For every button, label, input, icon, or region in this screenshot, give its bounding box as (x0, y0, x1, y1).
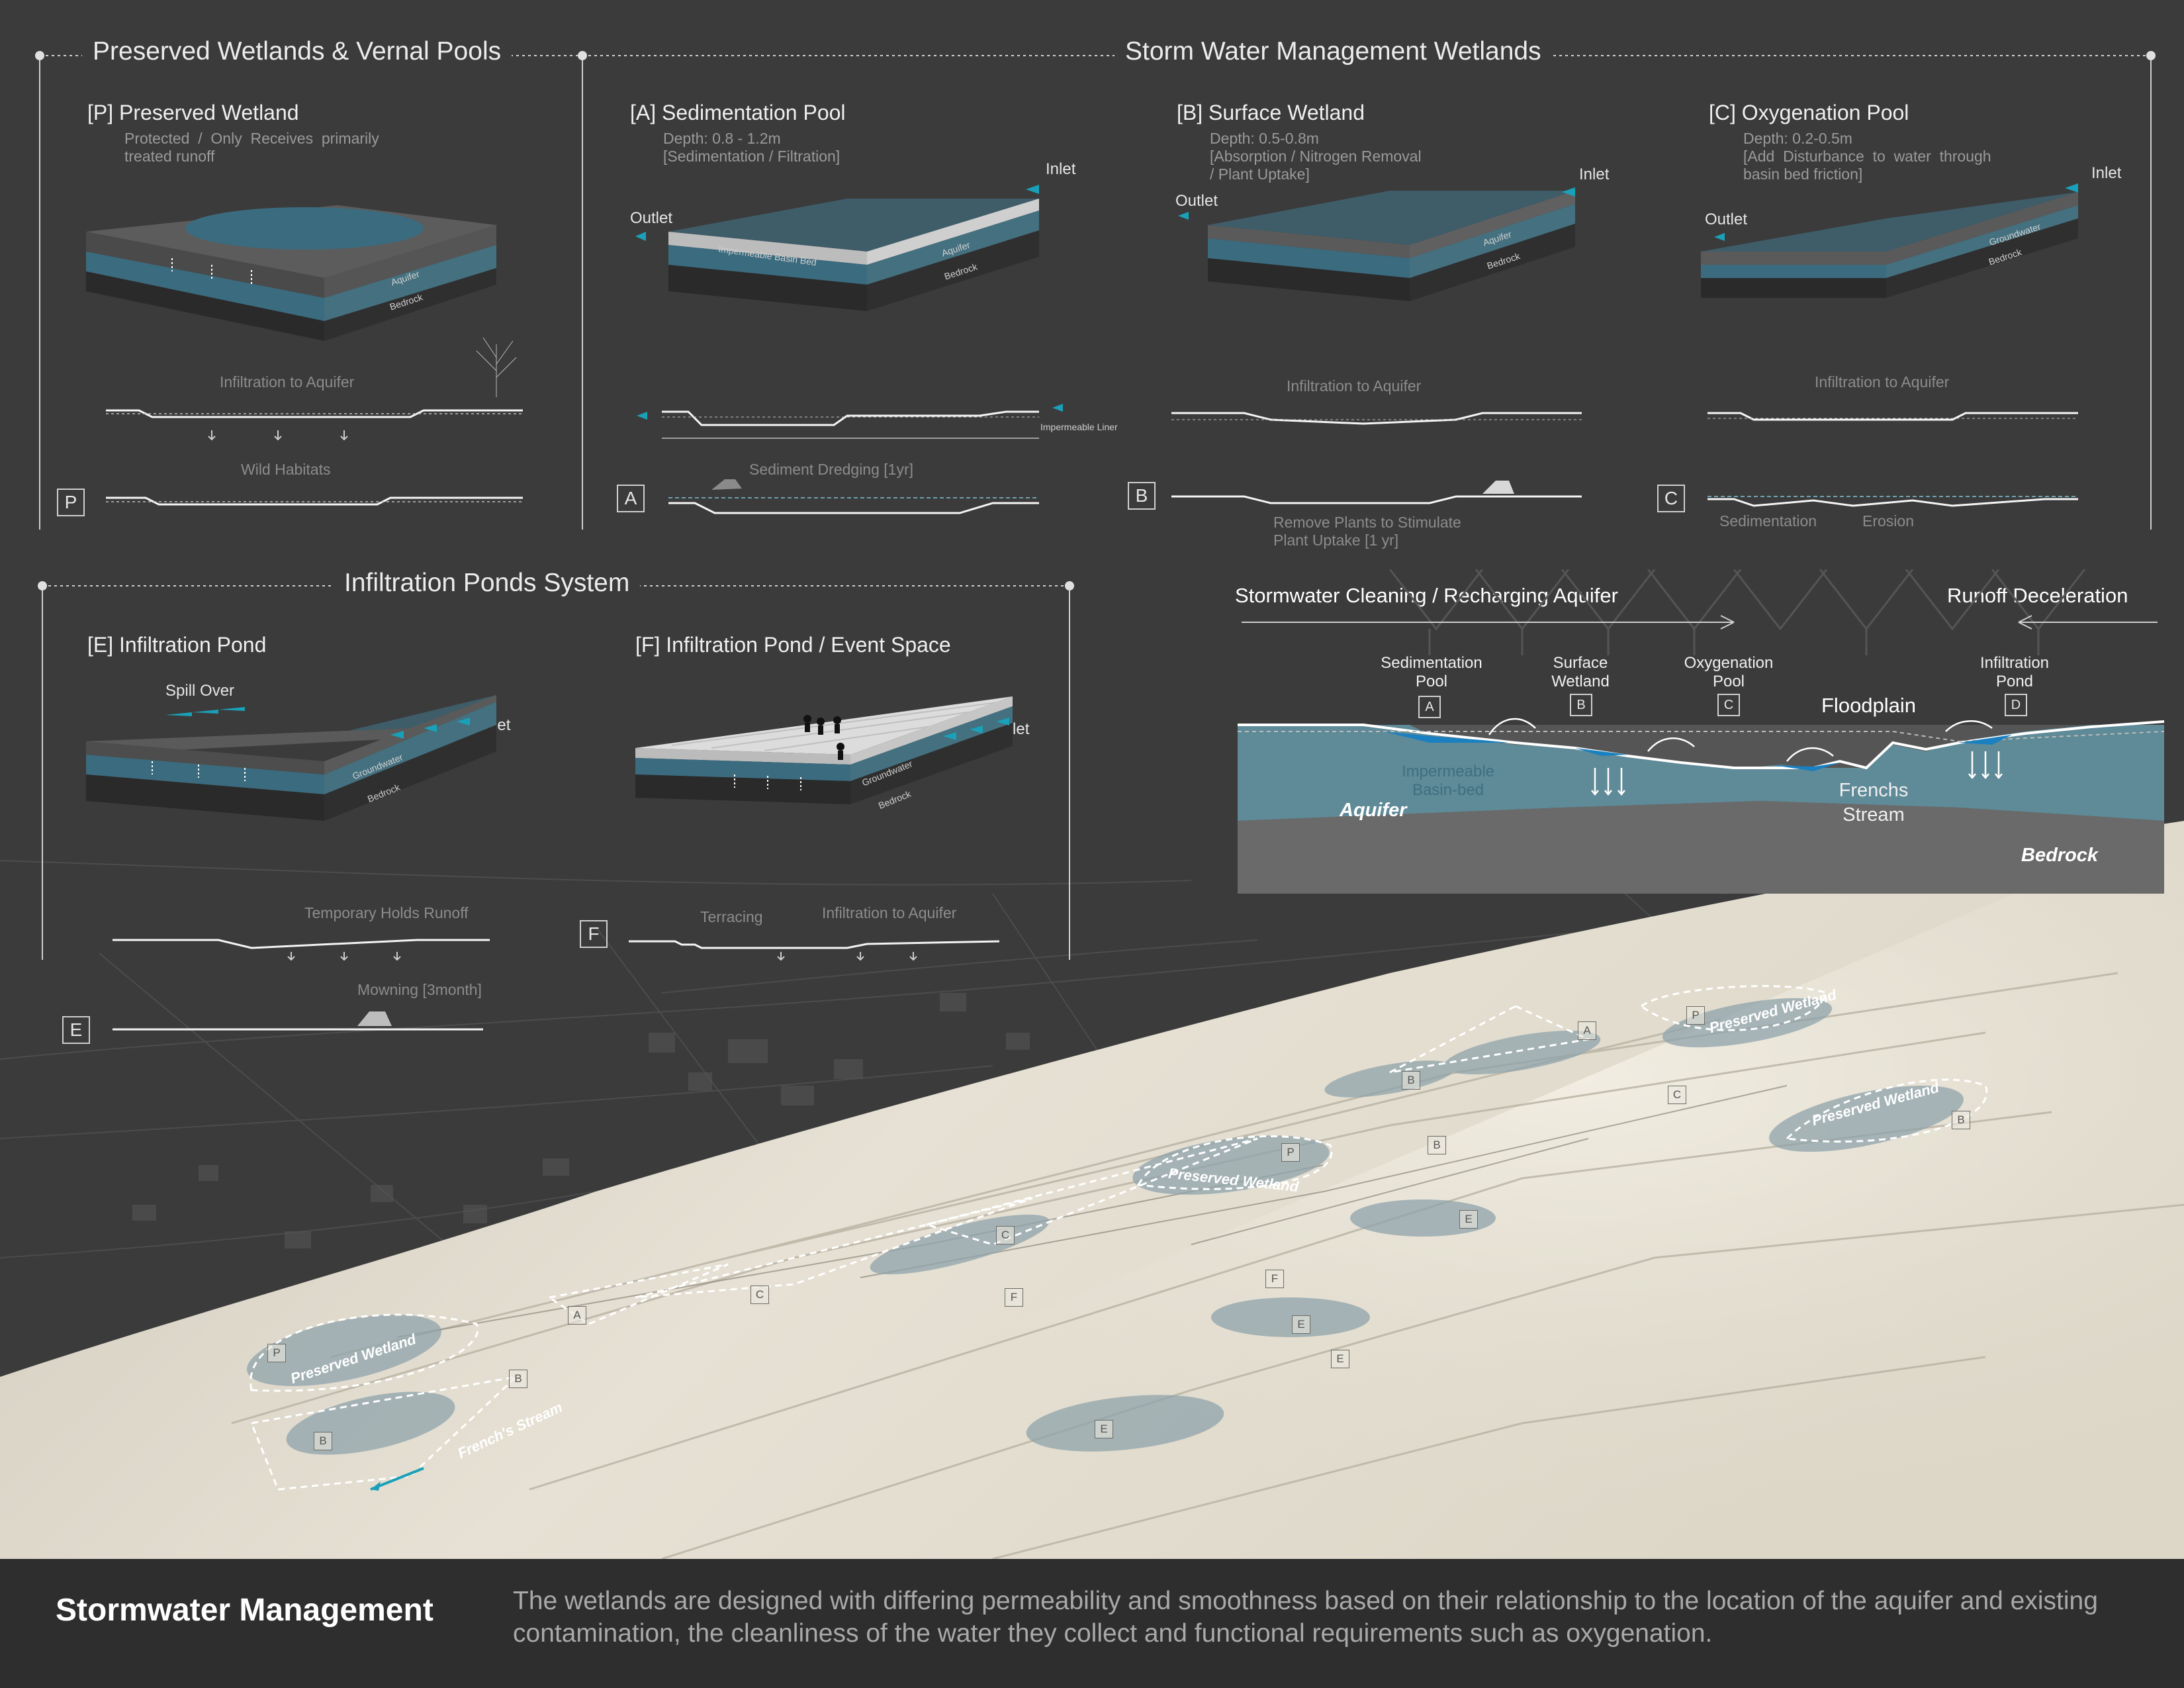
panel-a-sec2-label: Sediment Dredging [1yr] (749, 461, 914, 478)
panel-b-title: [B] Surface Wetland (1177, 101, 1365, 124)
panel-a-liner-label: Impermeable Liner (1040, 422, 1118, 432)
panel-e-block (86, 695, 496, 821)
panel-c-sec2a-label: Sedimentation (1719, 512, 1817, 530)
map-tag: C (1668, 1086, 1686, 1104)
panel-c-desc: Depth: 0.2-0.5m [Add Disturbance to wate… (1743, 130, 1991, 183)
panel-a-desc: Depth: 0.8 - 1.2m [Sedimentation / Filtr… (663, 130, 841, 165)
panel-c-sec2b-label: Erosion (1862, 512, 1914, 530)
panel-c-title: [C] Oxygenation Pool (1709, 101, 1909, 124)
panel-c-section-1 (1707, 412, 2078, 421)
panel-f-title: [F] Infiltration Pond / Event Space (635, 633, 951, 657)
panel-p-sec2-label: Wild Habitats (241, 461, 331, 478)
footer: Stormwater Management The wetlands are d… (0, 1559, 2184, 1688)
panel-f-sec1a-label: Terracing (700, 908, 763, 925)
xsection-label-oxygenation: Oxygenation Pool (1684, 654, 1774, 690)
wetland-outlines (250, 985, 1988, 1491)
xsection-tag-c: C (1717, 694, 1740, 716)
panel-p-block (86, 205, 496, 341)
map-tag: A (568, 1306, 586, 1325)
panel-b-block (1178, 187, 1575, 301)
panel-f-sec1b-label: Infiltration to Aquifer (822, 904, 957, 921)
panel-f-letter: F (580, 920, 608, 948)
map-tag: E (1331, 1350, 1349, 1368)
section-title-preserved: Preserved Wetlands & Vernal Pools (82, 37, 512, 66)
panel-p-title: [P] Preserved Wetland (87, 101, 299, 124)
map-tag: B (314, 1432, 332, 1450)
panel-c-inlet: Inlet (2091, 164, 2122, 182)
map-tag: P (1686, 1006, 1705, 1025)
map-tag: B (1428, 1136, 1446, 1154)
panel-b-outlet: Outlet (1175, 192, 1218, 210)
panel-p-desc: Protected / Only Receives primarily trea… (124, 130, 379, 165)
xsection-label-infiltration: Infiltration Pond (1979, 654, 2050, 690)
panel-e-title: [E] Infiltration Pond (87, 633, 267, 657)
panel-a-section-1 (637, 404, 1063, 439)
xsection-bedrock: Bedrock (2021, 845, 2099, 866)
panel-e-letter: E (62, 1016, 90, 1044)
panel-p-section-2 (106, 496, 523, 506)
panel-p-sec1-label: Infiltration to Aquifer (220, 373, 355, 391)
panel-e-spill: Spill Over (165, 682, 235, 700)
map-tag: B (1952, 1111, 1970, 1129)
xsection-label-sedimentation: Sedimentation Pool (1381, 654, 1482, 690)
map-tag: P (267, 1344, 286, 1362)
panel-b-desc: Depth: 0.5-0.8m [Absorption / Nitrogen R… (1210, 130, 1422, 183)
xsection-tag-a: A (1418, 696, 1441, 718)
panel-c-section-2 (1707, 496, 2078, 507)
map-tag: E (1292, 1315, 1310, 1334)
map-tag: E (1459, 1210, 1478, 1229)
xsection-tag-d: D (2005, 694, 2027, 716)
section-title-storm: Storm Water Management Wetlands (1115, 37, 1552, 66)
footer-title: Stormwater Management (56, 1593, 433, 1628)
map-tag: F (1005, 1288, 1023, 1307)
map-tag: F (1265, 1270, 1284, 1288)
panel-c-outlet: Outlet (1705, 211, 1748, 228)
xsection-stream: Frenchs Stream (1839, 780, 1909, 825)
panel-p-letter: P (57, 489, 85, 516)
panel-a-letter: A (617, 485, 645, 512)
panel-a-section-2 (668, 479, 1039, 514)
xsection-drawing (1238, 569, 2165, 894)
panel-c-sec1-label: Infiltration to Aquifer (1815, 373, 1950, 391)
xsection-label-surface: Surface Wetland (1551, 654, 1610, 690)
panel-e-section-1 (113, 939, 490, 961)
xsection-aquifer: Aquifer (1340, 800, 1407, 821)
map-tag: A (1578, 1021, 1596, 1040)
panel-f-section-1 (629, 940, 1000, 961)
panel-c-block (1701, 183, 2078, 298)
footer-description: The wetlands are designed with differing… (513, 1587, 2098, 1648)
panel-p-section-1 (106, 337, 523, 441)
map-tag: B (509, 1370, 527, 1388)
site-map (0, 821, 2184, 1559)
panel-b-letter: B (1128, 482, 1156, 510)
map-tag: C (996, 1226, 1015, 1244)
panel-a-block (635, 185, 1039, 311)
panel-a-outlet: Outlet (630, 209, 673, 227)
section-title-infiltration: Infiltration Ponds System (334, 569, 641, 598)
panel-e-section-2 (113, 1011, 483, 1031)
map-tag: B (1402, 1071, 1420, 1090)
xsection-floodplain: Floodplain (1821, 694, 1917, 717)
xsection-tag-b: B (1570, 694, 1592, 716)
panel-f-block (635, 696, 1013, 804)
panel-b-sec2-label: Remove Plants to Stimulate Plant Uptake … (1273, 514, 1461, 549)
map-tag: C (751, 1286, 769, 1304)
panel-b-section-2 (1171, 481, 1582, 504)
map-tag: P (1281, 1143, 1300, 1162)
panel-b-section-1 (1171, 412, 1582, 425)
panel-e-sec1-label: Temporary Holds Runoff (304, 904, 469, 921)
panel-b-inlet: Inlet (1579, 165, 1610, 183)
panel-b-sec1-label: Infiltration to Aquifer (1287, 377, 1422, 395)
panel-c-letter: C (1657, 485, 1685, 512)
panel-e-sec2-label: Mowning [3month] (357, 981, 482, 998)
panel-a-title: [A] Sedimentation Pool (630, 101, 846, 124)
map-tag: E (1095, 1420, 1113, 1438)
xsection-impermeable: Impermeable Basin-bed (1401, 763, 1495, 799)
panel-a-inlet: Inlet (1046, 160, 1076, 178)
